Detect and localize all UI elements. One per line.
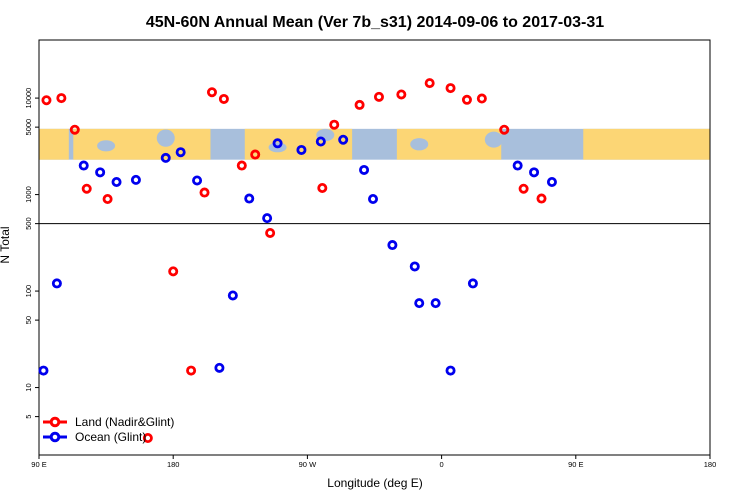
y-tick-label: 5000 [24, 119, 33, 136]
ocean-point [111, 177, 122, 188]
ocean-point [296, 144, 307, 155]
land-point [396, 89, 407, 100]
y-axis-label: N Total [0, 226, 12, 263]
ocean-point [409, 261, 420, 272]
x-tick-label: 90 E [568, 460, 583, 469]
land-point [81, 183, 92, 194]
land-point [476, 93, 487, 104]
map-land-4 [583, 128, 710, 160]
legend-label-land: Land (Nadir&Glint) [75, 415, 174, 429]
y-tick-label: 10 [24, 383, 33, 391]
map-water-5 [484, 131, 503, 148]
y-tick-label: 50 [24, 316, 33, 324]
land-point [236, 160, 247, 171]
y-tick-label: 1000 [24, 186, 33, 203]
land-point [69, 124, 80, 135]
legend: Land (Nadir&Glint) Ocean (Glint) [43, 415, 174, 444]
x-tick-label: 90 E [31, 460, 46, 469]
ocean-point [414, 298, 425, 309]
y-tick-label: 5 [24, 415, 33, 419]
ocean-point [512, 160, 523, 171]
ocean-point [529, 167, 540, 178]
ocean-point [214, 362, 225, 373]
land-point [41, 95, 52, 106]
land-point [329, 119, 340, 130]
ocean-point [227, 290, 238, 301]
x-tick-label: 180 [704, 460, 717, 469]
y-tick-label: 100 [24, 285, 33, 298]
land-point [206, 87, 217, 98]
map-water-1 [156, 129, 175, 147]
ocean-point [272, 138, 283, 149]
ocean-point [192, 175, 203, 186]
ocean-point [430, 298, 441, 309]
ocean-point [95, 167, 106, 178]
world-map-band [39, 128, 710, 160]
map-water-0 [97, 140, 116, 152]
land-point [461, 94, 472, 105]
data-points [38, 78, 557, 444]
ocean-point [130, 174, 141, 185]
land-point [168, 266, 179, 277]
legend-marker-ocean [49, 431, 61, 443]
land-point [250, 149, 261, 160]
ocean-point [387, 240, 398, 251]
legend-label-ocean: Ocean (Glint) [75, 430, 146, 444]
ocean-point [78, 160, 89, 171]
ocean-point [546, 177, 557, 188]
land-point [218, 93, 229, 104]
map-land-1 [73, 128, 211, 160]
x-tick-label: 90 W [299, 460, 317, 469]
ocean-point [338, 134, 349, 145]
y-tick-label: 10000 [24, 88, 33, 109]
land-point [186, 365, 197, 376]
ocean-point [445, 365, 456, 376]
legend-marker-land [49, 416, 61, 428]
land-point [199, 187, 210, 198]
ocean-point [51, 278, 62, 289]
ocean-point [368, 193, 379, 204]
land-point [445, 83, 456, 94]
ocean-point [467, 278, 478, 289]
plot-frame [38, 39, 711, 456]
land-point [317, 183, 328, 194]
x-tick-label: 180 [167, 460, 180, 469]
y-tick-label: 500 [24, 217, 33, 230]
map-water-4 [410, 138, 429, 151]
y-axis-ticks: 5 10 50 100 500 1000 5000 10000 [24, 88, 39, 419]
land-point [354, 99, 365, 110]
ocean-point [359, 164, 370, 175]
x-axis-label: Longitude (deg E) [327, 476, 422, 490]
ocean-point [315, 136, 326, 147]
land-point [102, 193, 113, 204]
land-point [518, 183, 529, 194]
land-point [142, 433, 153, 444]
land-point [56, 93, 67, 104]
land-point [499, 124, 510, 135]
x-axis-ticks: 90 E 180 90 W 0 90 E 180 [31, 455, 716, 469]
land-point [424, 78, 435, 89]
ocean-point [160, 152, 171, 163]
ocean-point [244, 193, 255, 204]
chart-title: 45N-60N Annual Mean (Ver 7b_s31) 2014-09… [146, 14, 604, 31]
land-point [265, 227, 276, 238]
x-tick-label: 0 [440, 460, 444, 469]
ocean-point [38, 365, 49, 376]
land-point [536, 193, 547, 204]
ocean-point [175, 147, 186, 158]
ocean-point [262, 213, 273, 224]
land-point [373, 91, 384, 102]
map-land-0 [39, 128, 69, 160]
map-land-2 [244, 128, 353, 160]
